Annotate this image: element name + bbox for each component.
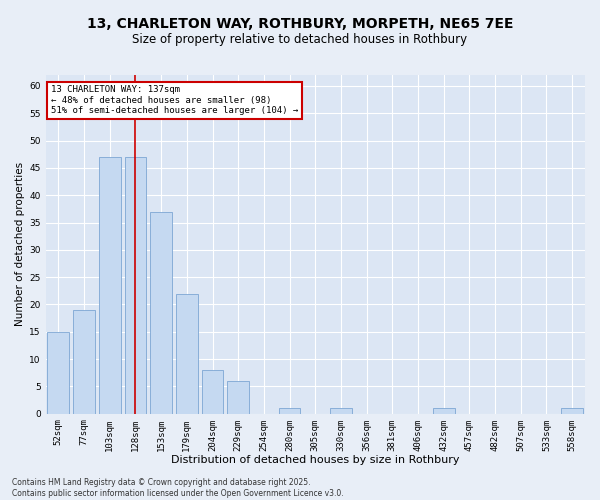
Text: 13, CHARLETON WAY, ROTHBURY, MORPETH, NE65 7EE: 13, CHARLETON WAY, ROTHBURY, MORPETH, NE… <box>87 18 513 32</box>
Bar <box>99 157 121 413</box>
X-axis label: Distribution of detached houses by size in Rothbury: Distribution of detached houses by size … <box>171 455 460 465</box>
Bar <box>125 157 146 413</box>
Y-axis label: Number of detached properties: Number of detached properties <box>15 162 25 326</box>
Bar <box>202 370 223 414</box>
Text: 13 CHARLETON WAY: 137sqm
← 48% of detached houses are smaller (98)
51% of semi-d: 13 CHARLETON WAY: 137sqm ← 48% of detach… <box>51 85 298 115</box>
Bar <box>150 212 172 414</box>
Bar <box>278 408 301 414</box>
Bar <box>47 332 69 413</box>
Bar <box>73 310 95 414</box>
Text: Size of property relative to detached houses in Rothbury: Size of property relative to detached ho… <box>133 32 467 46</box>
Bar <box>227 381 249 414</box>
Bar <box>561 408 583 414</box>
Bar <box>330 408 352 414</box>
Bar <box>433 408 455 414</box>
Text: Contains HM Land Registry data © Crown copyright and database right 2025.
Contai: Contains HM Land Registry data © Crown c… <box>12 478 344 498</box>
Bar <box>176 294 198 414</box>
